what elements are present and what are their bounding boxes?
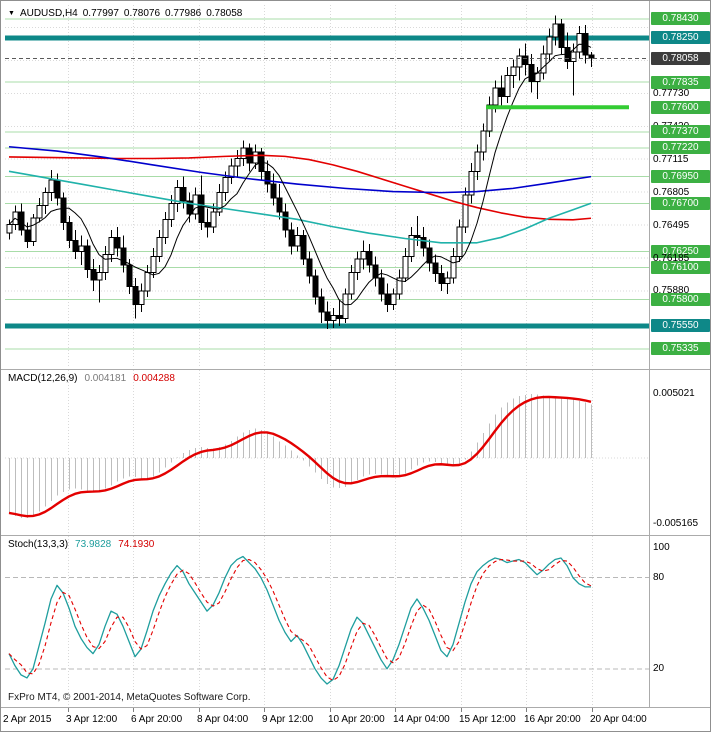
time-axis-label: 16 Apr 20:00 [524, 714, 581, 725]
price-tick-label: 0.76495 [653, 219, 690, 231]
price-level-badge: 0.77835 [651, 75, 710, 89]
stoch-d-value: 74.1930 [118, 539, 155, 550]
candlestick-series [6, 15, 595, 330]
price-band-badge: 0.75550 [651, 319, 710, 333]
stoch-k-line [8, 555, 592, 685]
ohlc-open-value: 0.77997 [82, 8, 119, 19]
time-tick [199, 708, 200, 712]
price-level-badge: 0.76250 [651, 244, 710, 258]
time-axis-label: 20 Apr 04:00 [590, 714, 647, 725]
macd-main-value: 0.004181 [84, 373, 127, 384]
ohlc-close-value: 0.78058 [206, 8, 243, 19]
stoch-axis-label: 80 [653, 572, 665, 584]
time-axis-label: 10 Apr 20:00 [328, 714, 385, 725]
stoch-d-line [8, 558, 592, 681]
price-level-badge: 0.77370 [651, 125, 710, 139]
time-tick [133, 708, 134, 712]
price-level-badge: 0.77220 [651, 141, 710, 155]
stochastic-panel-canvas[interactable] [5, 536, 649, 706]
time-axis-label: 3 Apr 12:00 [66, 714, 118, 725]
time-axis-label: 9 Apr 12:00 [262, 714, 314, 725]
time-tick [526, 708, 527, 712]
ohlc-high-value: 0.78076 [123, 8, 161, 19]
time-tick [461, 708, 462, 712]
stoch-k-value: 73.9828 [75, 539, 112, 550]
ma-medium-blue [8, 145, 592, 194]
time-tick [330, 708, 331, 712]
macd-indicator-label: MACD(12,26,9) 0.004181 0.004288 [8, 373, 175, 384]
macd-signal-value: 0.004288 [133, 373, 175, 384]
price-tick-label: 0.76185 [653, 252, 690, 264]
copyright-text: FxPro MT4, © 2001-2014, MetaQuotes Softw… [8, 692, 251, 703]
macd-panel-canvas[interactable] [5, 370, 649, 534]
ohlc-low-value: 0.77986 [165, 8, 202, 19]
time-tick [264, 708, 265, 712]
price-tick-label: 0.77730 [653, 87, 690, 99]
time-axis-label: 14 Apr 04:00 [393, 714, 450, 725]
ma-fast-black [8, 43, 592, 306]
stochastic-indicator-label: Stoch(13,3,3) 73.9828 74.1930 [8, 539, 154, 550]
macd-signal-line [8, 395, 592, 518]
time-axis-label: 6 Apr 20:00 [131, 714, 183, 725]
stoch-axis-label: 20 [653, 663, 665, 675]
price-tick-label: 0.77115 [653, 153, 689, 165]
time-tick [395, 708, 396, 712]
panel-divider [1, 369, 710, 370]
price-tick-label: 0.76805 [653, 186, 690, 198]
price-chart-canvas[interactable] [5, 5, 649, 368]
price-level-badge: 0.77600 [651, 100, 710, 114]
time-tick [68, 708, 69, 712]
chart-title: ▼ AUDUSD,H4 0.77997 0.78076 0.77986 0.78… [8, 8, 242, 19]
time-axis-label: 2 Apr 2015 [3, 714, 52, 725]
time-axis-label: 8 Apr 04:00 [197, 714, 249, 725]
price-axis-separator [649, 1, 650, 708]
stoch-axis-label: 100 [653, 541, 670, 553]
panel-divider [1, 707, 710, 708]
time-axis[interactable]: 2 Apr 2015 3 Apr 12:00 6 Apr 20:00 8 Apr 04… [1, 708, 710, 731]
macd-histogram [9, 394, 592, 519]
price-level-badge: 0.75335 [651, 342, 710, 356]
panel-divider [1, 535, 710, 536]
macd-axis-label: 0.005021 [653, 388, 695, 400]
price-level-badge: 0.78430 [651, 12, 710, 26]
ma-slow-red [8, 154, 592, 221]
price-level-badge: 0.75800 [651, 292, 710, 306]
price-level-badge: 0.76950 [651, 170, 710, 184]
time-tick [592, 708, 593, 712]
price-band-badge: 0.78250 [651, 31, 710, 45]
current-price-badge: 0.78058 [651, 51, 710, 65]
chart-marker-icon: ▼ [8, 9, 15, 17]
macd-axis-label: -0.005165 [653, 518, 699, 530]
stoch-name: Stoch(13,3,3) [8, 539, 69, 550]
price-axis-column[interactable]: 0.78430 0.78250 0.78058 0.77835 0.77730 0.776… [650, 1, 710, 708]
price-level-badge: 0.76100 [651, 260, 710, 274]
symbol-period-label: AUDUSD,H4 [19, 8, 78, 19]
price-level-badge: 0.76700 [651, 196, 710, 210]
ma-teal [8, 170, 592, 244]
macd-name: MACD(12,26,9) [8, 373, 78, 384]
time-axis-label: 15 Apr 12:00 [459, 714, 516, 725]
price-tick-label: 0.75880 [653, 285, 690, 297]
